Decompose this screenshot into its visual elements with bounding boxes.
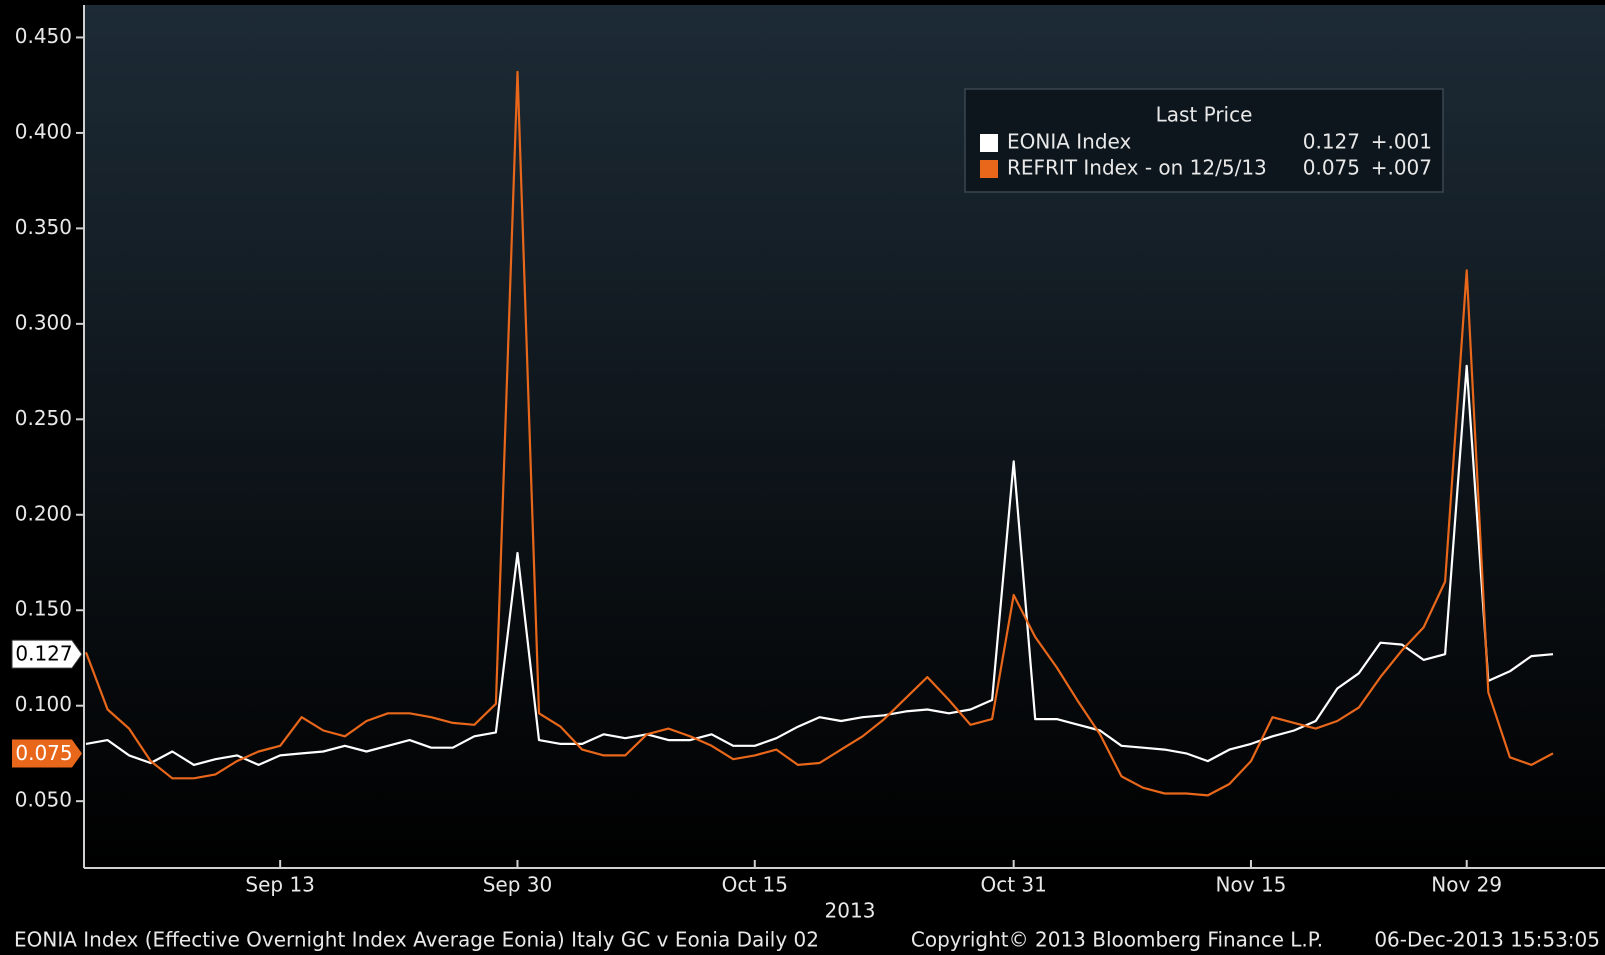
legend-label: REFRIT Index - on 12/5/13: [1007, 156, 1267, 180]
legend-swatch: [980, 134, 998, 152]
y-tick-label: 0.050: [15, 788, 72, 812]
y-tick-label: 0.300: [15, 310, 72, 334]
y-tick-label: 0.100: [15, 692, 72, 716]
x-tick-label: Nov 15: [1216, 873, 1287, 897]
legend-last: 0.127: [1303, 130, 1360, 154]
y-tick-label: 0.150: [15, 597, 72, 621]
legend-last: 0.075: [1303, 156, 1360, 180]
y-tick-label: 0.250: [15, 406, 72, 430]
x-axis-label: 2013: [825, 899, 876, 923]
legend-title: Last Price: [1156, 103, 1253, 127]
legend-change: +.001: [1371, 130, 1432, 154]
x-tick-label: Oct 31: [980, 873, 1046, 897]
x-tick-label: Nov 29: [1431, 873, 1502, 897]
y-tick-label: 0.450: [15, 24, 72, 48]
last-value-label: 0.075: [15, 741, 72, 765]
legend: Last Price EONIA Index 0.127 +.001 REFRIT I…: [964, 88, 1444, 193]
footer-copyright: Copyright© 2013 Bloomberg Finance L.P.: [911, 928, 1323, 952]
footer-description: EONIA Index (Effective Overnight Index A…: [14, 928, 819, 952]
x-tick-label: Sep 13: [245, 873, 315, 897]
last-value-label: 0.127: [15, 642, 72, 666]
y-tick-label: 0.400: [15, 119, 72, 143]
x-tick-label: Sep 30: [483, 873, 553, 897]
x-tick-label: Oct 15: [722, 873, 788, 897]
y-tick-label: 0.200: [15, 501, 72, 525]
last-value-tag: [11, 639, 83, 669]
legend-swatch: [980, 160, 998, 178]
footer-timestamp: 06-Dec-2013 15:53:05: [1374, 928, 1600, 952]
last-value-tag: [12, 739, 82, 768]
legend-change: +.007: [1371, 156, 1432, 180]
legend-label: EONIA Index: [1007, 130, 1132, 154]
y-tick-label: 0.350: [15, 215, 72, 239]
series-line: [85, 364, 1554, 766]
series-line: [84, 70, 1554, 797]
legend-box: [964, 88, 1444, 193]
